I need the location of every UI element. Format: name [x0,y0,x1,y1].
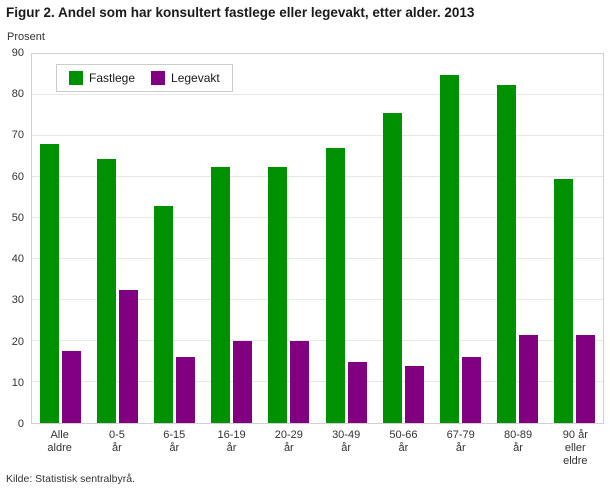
bar-legevakt [233,341,253,423]
chart-title: Figur 2. Andel som har konsultert fastle… [6,5,475,20]
bar-group [375,54,432,423]
x-axis: Alle aldre 0-5 år 6-15 år 16-19 år 20-29 år 3… [31,424,604,470]
bar-group [32,54,89,423]
bar-legevakt [461,357,481,423]
bar-legevakt [518,334,538,423]
gridline [32,258,603,259]
gridline [32,381,603,382]
y-tick-label: 0 [17,418,24,430]
bar-fastlege [40,144,60,423]
legend-label-fastlege: Fastlege [89,71,136,85]
bar-fastlege [268,166,288,423]
bar-legevakt [62,351,82,423]
y-tick-label: 20 [11,335,24,348]
legend-item-fastlege: Fastlege [69,71,135,85]
y-tick-label: 60 [11,170,24,183]
bar-legevakt [404,365,424,423]
gridline [32,217,603,218]
source-note: Kilde: Statistisk sentralbyrå. [6,473,135,485]
x-tick-label: 16-19 år [217,429,246,455]
x-tick-label: 90 år eller eldre [562,429,588,468]
bar-legevakt [290,341,310,423]
x-tick-label: Alle aldre [47,429,72,455]
bar-group [489,54,546,423]
gridlines [32,54,603,423]
plot-area: Fastlege Legevakt [31,53,604,424]
bar-fastlege [154,205,174,423]
x-tick-label: 20-29 år [274,429,303,455]
y-tick-label: 10 [11,376,24,389]
legend: Fastlege Legevakt [56,64,233,92]
gridline [32,176,603,177]
y-axis: 0 10 20 30 40 50 60 70 80 90 [0,47,27,430]
bar-fastlege [553,179,573,423]
gridline [32,94,603,95]
bar-group [203,54,260,423]
bar-fastlege [382,113,402,423]
bar-fastlege [211,166,231,423]
bar-fastlege [97,158,117,423]
bar-group [317,54,374,423]
bar-fastlege [439,74,459,423]
bar-legevakt [575,334,595,423]
gridline [32,135,603,136]
bar-fastlege [325,148,345,423]
bar-legevakt [176,357,196,423]
x-tick-label: 67-79 år [446,429,475,455]
y-tick-label: 70 [11,129,24,142]
bar-group [260,54,317,423]
bar-legevakt [347,361,367,423]
x-tick-label: 50-66 år [389,429,418,455]
y-axis-label: Prosent [7,31,45,43]
y-tick-label: 40 [11,253,24,266]
bar-legevakt [119,289,139,423]
y-tick-label: 80 [11,88,24,101]
gridline [32,340,603,341]
bar-fastlege [496,84,516,423]
x-tick-label: 30-49 år [332,429,361,455]
bar-group [546,54,603,423]
x-tick-label: 0-5 år [108,429,125,455]
bars [32,54,603,423]
legend-swatch-legevakt [151,71,166,85]
y-tick-label: 90 [11,47,24,59]
y-tick-label: 50 [11,211,24,224]
x-tick-label: 80-89 år [503,429,533,455]
bar-group [89,54,146,423]
gridline [32,299,603,300]
y-tick-label: 30 [11,294,24,307]
bar-group [146,54,203,423]
bar-group [432,54,489,423]
legend-label-legevakt: Legevakt [171,71,220,85]
x-tick-label: 6-15 år [163,429,186,455]
legend-swatch-fastlege [69,71,83,85]
legend-item-legevakt: Legevakt [151,71,220,85]
